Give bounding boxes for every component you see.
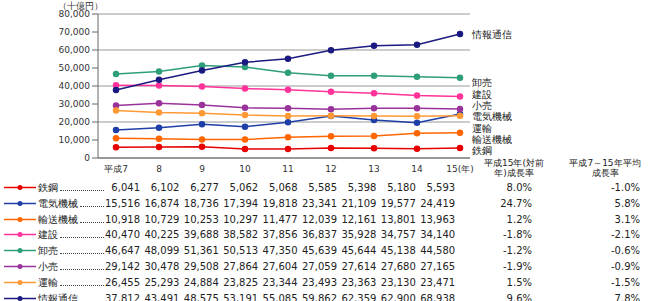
svg-text:12: 12	[325, 164, 336, 174]
html-text:46,647 48,099 51,361 50,513 47: 46,647 48,099 51,361 50,513 47,350 45,63…	[105, 245, 456, 257]
svg-text:60,000: 60,000	[59, 45, 91, 55]
html-text:5,398: 5,398	[347, 182, 377, 193]
html-text:（十億円）: （十億円）	[58, 1, 103, 11]
html-text:電気機械: 電気機械	[38, 197, 78, 209]
html-text:-1.9%: -1.9%	[503, 261, 532, 272]
svg-text:10,000: 10,000	[59, 135, 91, 145]
html-text:鉄鋼: 鉄鋼	[472, 145, 492, 157]
html-text:-1.0%: -1.0%	[611, 182, 640, 193]
svg-text:20,000: 20,000	[59, 117, 91, 127]
html-text:情報通信: 情報通信	[472, 29, 512, 40]
svg-text:0: 0	[84, 153, 90, 163]
html-text:6,277: 6,277	[190, 182, 219, 193]
html-text:24.7%: 24.7%	[500, 197, 532, 209]
svg-text:平成7: 平成7	[104, 164, 128, 174]
svg-text:8: 8	[156, 164, 162, 174]
svg-text:14: 14	[411, 164, 423, 174]
html-text:5,062: 5,062	[229, 182, 259, 193]
html-text:-1.2%: -1.2%	[503, 245, 532, 257]
svg-text:11: 11	[282, 164, 293, 174]
svg-text:50,000: 50,000	[59, 63, 91, 73]
html-text:-0.9%: -0.9%	[611, 261, 640, 272]
html-text:30,478 29,508: 30,478 29,508	[144, 261, 219, 272]
svg-text:10: 10	[239, 164, 251, 174]
svg-text:30,000: 30,000	[59, 99, 91, 109]
html-text:建設: 建設	[38, 229, 58, 241]
html-text:5,180: 5,180	[387, 182, 416, 193]
html-text:29,142: 29,142	[105, 261, 140, 272]
svg-text:80,000: 80,000	[59, 9, 91, 19]
html-text:鉄鋼: 鉄鋼	[38, 182, 58, 193]
svg-text:70,000: 70,000	[59, 27, 91, 37]
html-text:-2.1%: -2.1%	[611, 229, 640, 241]
html-text:平成15年(対前年)成長率: 平成15年(対前年)成長率	[484, 158, 544, 178]
html-text:卸売: 卸売	[38, 245, 58, 257]
html-text:27,864 27,604: 27,864 27,604	[223, 261, 298, 272]
html-text:10,918 10,729 10,253 10,297 11: 10,918 10,729 10,253 10,297 11,477 12,03…	[105, 213, 456, 225]
html-text:5,585: 5,585	[308, 182, 337, 193]
html-text:建設: 建設	[472, 88, 492, 100]
html-text:電気機械: 電気機械	[472, 111, 512, 123]
html-text:-0.6%: -0.6%	[611, 245, 640, 257]
html-text:1.2%: 1.2%	[506, 213, 532, 225]
html-text:小売: 小売	[472, 99, 492, 111]
html-text:-1.8%: -1.8%	[503, 229, 532, 241]
svg-text:40,000: 40,000	[59, 81, 91, 91]
svg-text:9: 9	[199, 164, 205, 174]
html-text:小売: 小売	[38, 261, 58, 272]
html-text:3.1%: 3.1%	[614, 213, 640, 225]
html-text:27,165: 27,165	[420, 261, 456, 272]
html-text:輸送機械: 輸送機械	[38, 213, 78, 225]
html-text:40,470 40,225 39,688 38,582 37: 40,470 40,225 39,688 38,582 37,856 36,83…	[105, 229, 456, 241]
svg-text:13: 13	[368, 164, 379, 174]
html-text:-1.5%: -1.5%	[611, 276, 640, 288]
html-text:26,455 25,293 24,884 23,825 23: 26,455 25,293 24,884 23,825 23,344 23,49…	[105, 276, 456, 288]
html-text:運輸: 運輸	[38, 276, 58, 288]
html-text:8.0%: 8.0%	[506, 182, 532, 193]
svg-text:15(年): 15(年)	[446, 164, 473, 174]
html-text:27,059: 27,059	[302, 261, 337, 272]
html-text:15,516 16,874 18,736 17,394 19: 15,516 16,874 18,736 17,394 19,818 23,34…	[105, 197, 456, 209]
html-text:6,041: 6,041	[111, 182, 140, 193]
html-text:27,614 27,680: 27,614 27,680	[341, 261, 416, 272]
html-text:卸売: 卸売	[472, 77, 492, 89]
html-text:運輸: 運輸	[472, 122, 492, 134]
html-text:5,593: 5,593	[426, 182, 456, 193]
html-text:1.5%: 1.5%	[506, 276, 532, 288]
html-text:5.8%: 5.8%	[614, 197, 640, 209]
html-text:平成7～15年平均成長率: 平成7～15年平均成長率	[569, 158, 641, 178]
html-text:5,068: 5,068	[269, 182, 298, 193]
html-text:6,102: 6,102	[150, 182, 180, 193]
html-text:輸送機械: 輸送機械	[472, 133, 512, 145]
